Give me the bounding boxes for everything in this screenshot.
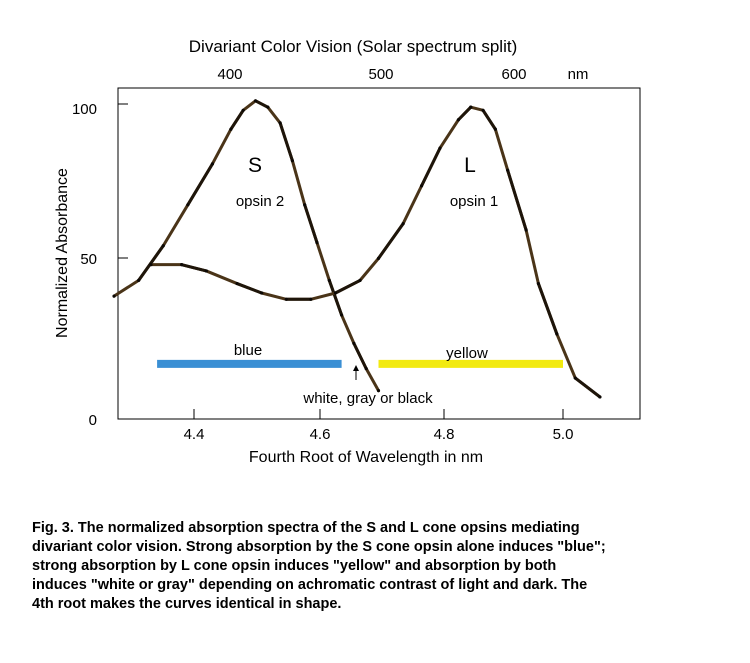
data-point	[290, 159, 294, 163]
series-layer	[112, 99, 602, 399]
x-tick-4.4: 4.4	[184, 426, 205, 443]
data-point	[112, 294, 116, 298]
data-point	[358, 278, 362, 282]
data-point	[149, 263, 153, 267]
caption-line: divariant color vision. Strong absorptio…	[32, 539, 606, 555]
series-label-l: L	[464, 154, 476, 177]
data-point	[419, 184, 424, 188]
data-point	[161, 244, 165, 248]
data-point	[266, 105, 270, 109]
data-point	[315, 241, 319, 245]
series-segment	[536, 282, 559, 336]
data-point	[536, 281, 541, 286]
data-point	[303, 203, 307, 207]
data-point	[186, 203, 190, 207]
top-tick-600: 600	[501, 66, 526, 83]
y-tick-50: 50	[80, 251, 97, 268]
series-segment	[278, 121, 294, 163]
series-segment	[481, 108, 497, 131]
data-point	[278, 121, 282, 125]
series-segment	[229, 108, 245, 131]
plot-frame	[117, 87, 641, 420]
data-point	[333, 291, 338, 295]
series-segment	[327, 278, 344, 317]
data-point	[438, 146, 442, 150]
y-tick-0: 0	[89, 412, 97, 429]
caption-line: Fig. 3. The normalized absorption spectr…	[32, 520, 580, 536]
caption-line: strong absorption by L cone opsin induce…	[32, 558, 557, 574]
series-segment	[180, 263, 208, 273]
x-tick-5.0: 5.0	[553, 426, 574, 443]
data-point	[598, 395, 602, 399]
series-sublabel-opsin-1: opsin 1	[450, 193, 498, 210]
series-segment	[573, 376, 602, 399]
y-tick-100: 100	[72, 101, 97, 118]
data-point	[524, 228, 528, 232]
data-point	[204, 269, 208, 273]
series-segment	[303, 203, 319, 245]
data-point	[235, 281, 239, 286]
series-segment	[506, 168, 528, 232]
data-point	[469, 105, 473, 109]
bands-layer	[157, 359, 563, 368]
y-axis-label: Normalized Absorbance	[54, 168, 71, 338]
band-label-yellow: yellow	[446, 345, 488, 362]
series-segment	[377, 222, 405, 260]
data-point	[573, 376, 577, 380]
series-segment	[186, 162, 214, 207]
data-point	[253, 99, 258, 103]
data-point	[260, 291, 264, 295]
data-point	[352, 341, 356, 345]
caption-line: induces "white or gray" depending on ach…	[32, 577, 588, 593]
data-point	[555, 332, 559, 336]
data-point	[180, 263, 184, 267]
data-point	[309, 297, 313, 301]
series-line-s	[112, 99, 380, 393]
x-axis-label: Fourth Root of Wavelength in nm	[249, 449, 483, 466]
data-point	[327, 278, 331, 282]
figure-caption: Fig. 3. The normalized absorption spectr…	[32, 519, 732, 614]
top-tick-500: 500	[368, 66, 393, 83]
band-label-blue: blue	[234, 342, 262, 359]
series-segment	[235, 282, 264, 295]
series-segment	[333, 278, 362, 295]
band-yellow	[378, 359, 563, 368]
band-blue	[157, 359, 342, 368]
data-point	[376, 389, 381, 393]
series-s	[112, 99, 381, 393]
data-point	[376, 256, 381, 260]
series-segment	[352, 341, 368, 371]
top-axis-unit: nm	[568, 66, 589, 83]
data-point	[456, 118, 461, 122]
data-point	[364, 367, 368, 371]
data-point	[506, 168, 510, 172]
series-label-s: S	[248, 154, 262, 177]
data-point	[493, 127, 497, 131]
series-l	[149, 105, 602, 399]
annotation-arrowhead	[353, 365, 359, 371]
data-point	[340, 313, 344, 317]
series-segment	[254, 99, 270, 109]
series-sublabel-opsin-2: opsin 2	[236, 193, 284, 210]
chart-title: Divariant Color Vision (Solar spectrum s…	[189, 37, 517, 56]
data-point	[210, 162, 215, 166]
x-tick-4.8: 4.8	[434, 426, 455, 443]
data-point	[137, 278, 141, 282]
data-point	[481, 108, 485, 112]
x-tick-4.6: 4.6	[310, 426, 331, 443]
caption-line: 4th root makes the curves identical in s…	[32, 596, 342, 612]
series-segment	[420, 146, 442, 188]
annotation-white-gray-black: white, gray or black	[302, 390, 433, 407]
data-point	[401, 222, 405, 226]
series-segment	[456, 105, 473, 122]
data-point	[241, 108, 245, 112]
chart: Divariant Color Vision (Solar spectrum s…	[54, 37, 641, 466]
top-tick-400: 400	[217, 66, 242, 83]
data-point	[229, 127, 233, 131]
data-point	[284, 297, 288, 301]
